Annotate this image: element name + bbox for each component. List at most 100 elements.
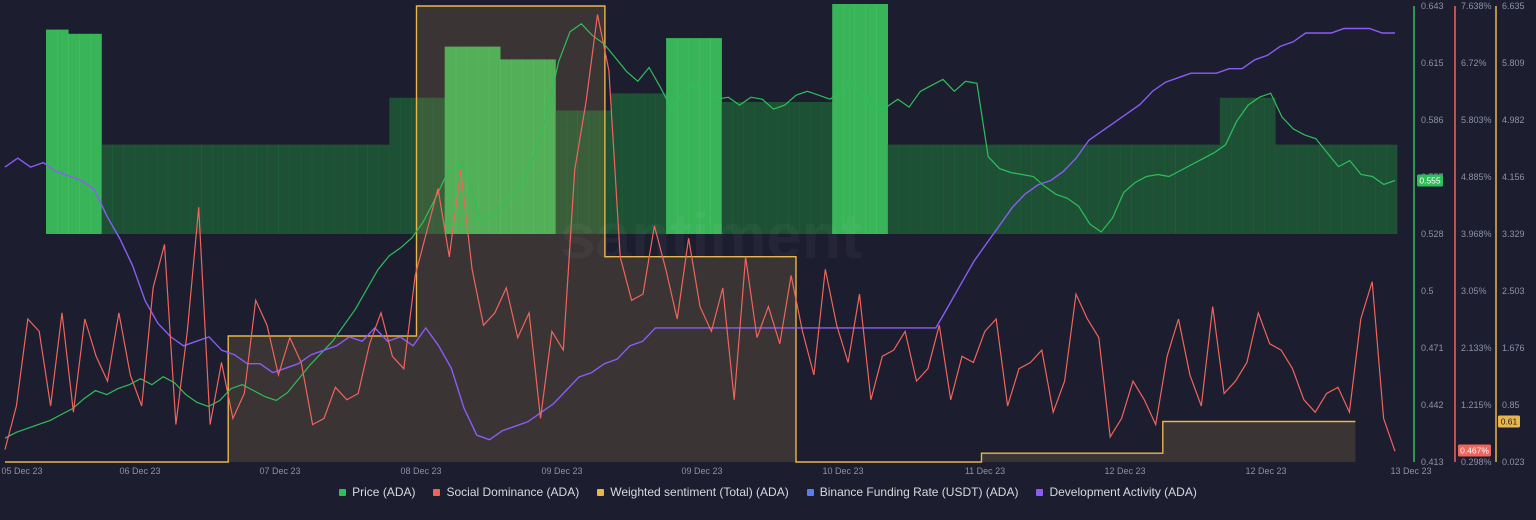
volume-bar — [943, 144, 955, 234]
volume-bar — [644, 93, 656, 235]
volume-bar — [721, 102, 733, 234]
volume-bar — [787, 102, 800, 234]
social-tick-label: 6.72% — [1461, 58, 1487, 68]
x-tick-label: 08 Dec 23 — [400, 466, 441, 476]
legend-swatch — [597, 488, 605, 496]
volume-bar — [1164, 144, 1176, 234]
volume-bar — [1197, 144, 1210, 234]
volume-bar — [1385, 144, 1398, 234]
legend-item[interactable]: Binance Funding Rate (USDT) (ADA) — [806, 485, 1019, 499]
volume-bar — [655, 93, 667, 235]
volume-bar — [433, 97, 446, 234]
legend-item[interactable]: Development Activity (ADA) — [1036, 485, 1197, 499]
volume-bar — [710, 38, 722, 234]
sentiment-tick-label: 3.329 — [1502, 229, 1525, 239]
volume-bar — [101, 144, 113, 234]
axes: 0.6430.6150.5860.5570.5280.50.4710.4420.… — [1, 1, 1524, 476]
volume-bar — [223, 144, 235, 234]
sentiment-tick-label: 0.023 — [1502, 457, 1525, 467]
volume-bar — [1330, 144, 1343, 234]
development-activity-series — [4, 27, 1395, 441]
volume-bar — [345, 144, 357, 234]
x-tick-label: 12 Dec 23 — [1104, 466, 1145, 476]
volume-bar — [90, 33, 102, 234]
volume-bar — [1075, 144, 1088, 234]
volume-bar — [754, 102, 767, 234]
volume-bar — [134, 144, 147, 234]
volume-bar — [1031, 144, 1044, 234]
volume-bar — [1153, 144, 1165, 234]
volume-bar — [333, 144, 346, 234]
volume-bar — [887, 144, 900, 234]
volume-bar — [190, 144, 202, 234]
volume-bar — [865, 4, 877, 234]
weighted-sentiment-area — [5, 6, 1356, 462]
volume-bar — [876, 4, 888, 234]
volume-bar — [1230, 97, 1243, 234]
volume-bar — [898, 144, 911, 234]
volume-bar — [1374, 144, 1387, 234]
sentiment-current-badge — [1498, 415, 1520, 428]
social-tick-label: 4.885% — [1461, 172, 1492, 182]
volume-bar — [123, 144, 135, 234]
sentiment-current-value: 0.61 — [1501, 417, 1518, 427]
volume-bar — [743, 102, 756, 234]
volume-bar — [522, 59, 534, 235]
volume-bar — [178, 144, 191, 234]
volume-bar — [843, 4, 855, 234]
volume-bar — [621, 93, 634, 235]
volume-bar — [1242, 97, 1254, 234]
social-tick-label: 5.803% — [1461, 115, 1492, 125]
volume-bar — [466, 46, 479, 234]
volume-bar — [356, 144, 368, 234]
volume-bar — [300, 144, 313, 234]
legend-label: Development Activity (ADA) — [1049, 485, 1197, 499]
volume-bar — [311, 144, 324, 234]
volume-bar — [422, 97, 434, 234]
volume-bar — [112, 144, 124, 234]
price-tick-label: 0.471 — [1421, 343, 1444, 353]
social-dominance-line — [4, 14, 1396, 452]
volume-bar — [1308, 144, 1320, 234]
volume-bar — [278, 144, 290, 234]
volume-bar — [577, 110, 589, 234]
volume-bar — [500, 59, 512, 235]
weighted-sentiment-line — [5, 5, 1356, 463]
volume-bar — [511, 59, 523, 235]
legend-item[interactable]: Price (ADA) — [339, 485, 415, 499]
volume-bar — [289, 144, 302, 234]
volume-bar — [79, 33, 91, 234]
volume-bar — [1020, 144, 1032, 234]
volume-bar — [998, 144, 1010, 234]
volume-bar — [389, 97, 401, 234]
x-tick-label: 12 Dec 23 — [1245, 466, 1286, 476]
legend-label: Weighted sentiment (Total) (ADA) — [610, 485, 789, 499]
price-tick-label: 0.413 — [1421, 457, 1444, 467]
x-tick-label: 10 Dec 23 — [822, 466, 863, 476]
volume-bar — [1109, 144, 1121, 234]
volume-bar — [832, 4, 844, 234]
legend-label: Binance Funding Rate (USDT) (ADA) — [819, 485, 1019, 499]
social-tick-label: 7.638% — [1461, 1, 1492, 11]
legend-swatch — [806, 488, 814, 496]
volume-bar — [245, 144, 257, 234]
sentiment-tick-label: 1.676 — [1502, 343, 1525, 353]
social-tick-label: 3.968% — [1461, 229, 1492, 239]
volume-bar — [666, 38, 678, 234]
volume-bar — [68, 33, 80, 234]
price-current-value: 0.555 — [1419, 176, 1441, 186]
legend-item[interactable]: Weighted sentiment (Total) (ADA) — [597, 485, 789, 499]
volume-bar — [1064, 144, 1077, 234]
volume-bar — [477, 46, 490, 234]
legend-item[interactable]: Social Dominance (ADA) — [433, 485, 579, 499]
volume-bar — [1098, 144, 1110, 234]
legend-swatch — [1036, 488, 1044, 496]
volume-bar — [1264, 97, 1276, 234]
development-activity-line — [4, 27, 1395, 441]
volume-bar — [810, 102, 822, 234]
volume-bar — [367, 144, 379, 234]
volume-bar — [1142, 144, 1154, 234]
social-tick-label: 3.05% — [1461, 286, 1487, 296]
price-tick-label: 0.528 — [1421, 229, 1444, 239]
watermark: santiment — [560, 200, 862, 272]
